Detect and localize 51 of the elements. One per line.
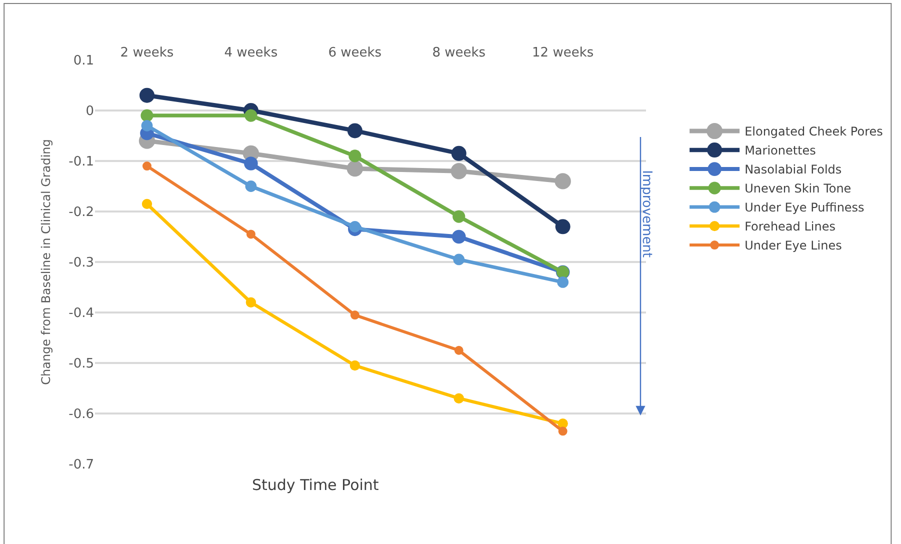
- point: [558, 426, 568, 436]
- point: [141, 120, 153, 132]
- point: [555, 219, 570, 234]
- point: [142, 162, 152, 171]
- legend-label: Forehead Lines: [744, 220, 836, 234]
- point: [139, 88, 154, 103]
- annotation: Improvement: [638, 170, 654, 258]
- point: [246, 297, 256, 308]
- point: [452, 210, 466, 223]
- point: [246, 230, 256, 239]
- x-axis-title: Study Time Point: [252, 476, 379, 494]
- y-tick-label: -0.7: [68, 458, 94, 473]
- point: [142, 198, 152, 210]
- point: [451, 146, 466, 161]
- point: [454, 346, 464, 355]
- y-tick-label: -0.4: [68, 306, 94, 322]
- y-tick-label: -0.1: [68, 154, 94, 170]
- point: [244, 156, 258, 170]
- legend-label: Nasolabial Folds: [744, 162, 842, 177]
- y-axis-title: Change from Baseline in Clinical Grading: [38, 139, 53, 385]
- point: [350, 310, 360, 320]
- point: [454, 393, 464, 404]
- y-tick-label: -0.6: [68, 407, 94, 422]
- y-tick-label: 0.1: [73, 54, 94, 69]
- point: [245, 180, 257, 192]
- point: [348, 150, 362, 162]
- x-tick-label: 8 weeks: [432, 45, 486, 60]
- x-tick-label: 2 weeks: [120, 45, 174, 60]
- point: [452, 230, 466, 244]
- legend-label: Elongated Cheek Pores: [744, 124, 883, 139]
- x-tick-label: 4 weeks: [224, 45, 278, 60]
- y-tick-label: -0.2: [68, 205, 94, 220]
- legend-label: Marionettes: [744, 144, 816, 158]
- point: [346, 160, 364, 177]
- point: [350, 360, 360, 371]
- point: [453, 254, 465, 266]
- x-tick-label: 12 weeks: [532, 45, 594, 60]
- point: [140, 109, 154, 122]
- legend-label: Under Eye Lines: [744, 238, 842, 253]
- y-tick-label: 0: [86, 104, 94, 120]
- x-tick-label: 6 weeks: [328, 45, 382, 60]
- point: [450, 163, 467, 180]
- legend-label: Under Eye Puffiness: [744, 200, 864, 215]
- point: [244, 109, 258, 122]
- point: [557, 276, 569, 288]
- point: [347, 123, 362, 138]
- y-tick-label: -0.5: [68, 356, 94, 372]
- legend-label: Uneven Skin Tone: [744, 182, 852, 196]
- point: [349, 220, 361, 232]
- y-tick-label: -0.3: [68, 256, 94, 271]
- point: [554, 173, 571, 190]
